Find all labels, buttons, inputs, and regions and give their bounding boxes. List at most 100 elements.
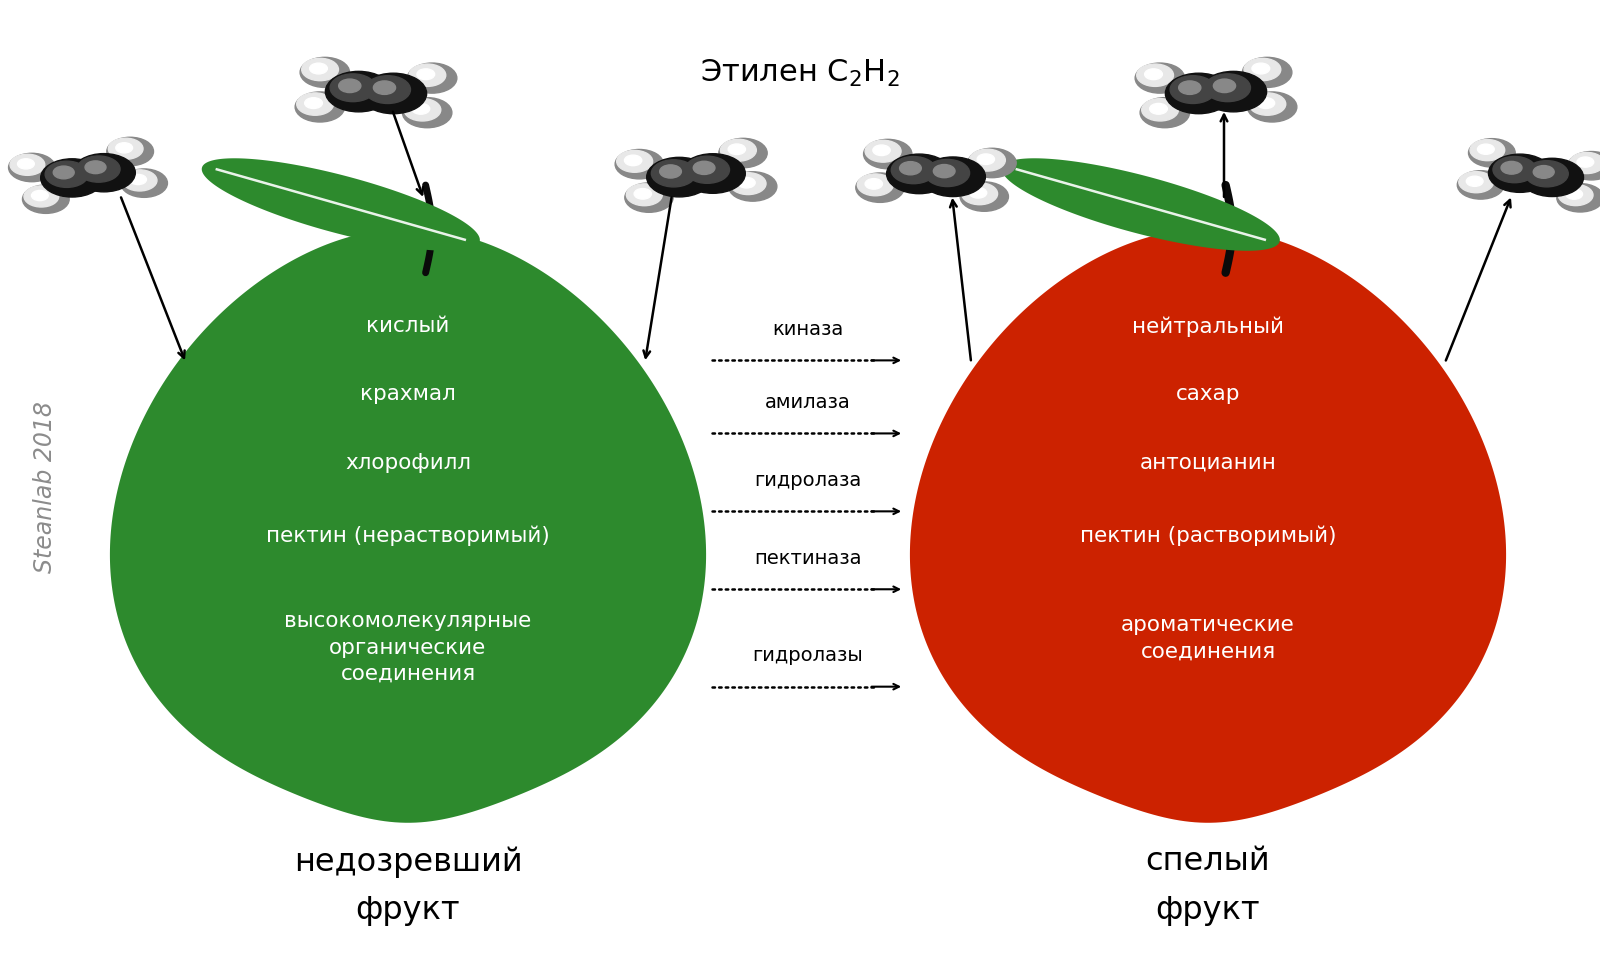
Circle shape bbox=[107, 137, 154, 166]
Circle shape bbox=[616, 150, 653, 172]
Circle shape bbox=[634, 189, 651, 199]
Text: фрукт: фрукт bbox=[1155, 895, 1261, 926]
Circle shape bbox=[866, 178, 883, 189]
Circle shape bbox=[970, 149, 1005, 171]
Circle shape bbox=[874, 145, 890, 156]
Circle shape bbox=[1251, 63, 1270, 74]
Circle shape bbox=[304, 97, 322, 108]
Circle shape bbox=[856, 173, 904, 203]
Text: антоцианин: антоцианин bbox=[1139, 453, 1277, 472]
Text: пектиназа: пектиназа bbox=[754, 548, 862, 568]
Circle shape bbox=[1466, 176, 1483, 186]
Circle shape bbox=[1566, 189, 1582, 200]
Circle shape bbox=[32, 191, 48, 201]
Polygon shape bbox=[202, 159, 480, 250]
Circle shape bbox=[296, 93, 333, 115]
Circle shape bbox=[693, 162, 715, 174]
Circle shape bbox=[970, 188, 987, 198]
Circle shape bbox=[651, 160, 696, 187]
Circle shape bbox=[408, 63, 458, 94]
Circle shape bbox=[962, 183, 997, 205]
Circle shape bbox=[360, 73, 427, 114]
Circle shape bbox=[1488, 154, 1552, 192]
Polygon shape bbox=[1002, 159, 1280, 250]
Text: крахмал: крахмал bbox=[360, 385, 456, 404]
Circle shape bbox=[720, 139, 757, 161]
Circle shape bbox=[728, 171, 778, 202]
Circle shape bbox=[1533, 166, 1554, 178]
Circle shape bbox=[310, 63, 328, 74]
Circle shape bbox=[1142, 98, 1179, 121]
Text: киназа: киназа bbox=[773, 319, 843, 339]
Circle shape bbox=[1134, 63, 1184, 94]
Circle shape bbox=[325, 71, 392, 112]
Circle shape bbox=[728, 144, 746, 155]
Circle shape bbox=[1136, 64, 1173, 87]
Circle shape bbox=[1469, 138, 1515, 168]
Circle shape bbox=[339, 79, 362, 93]
Circle shape bbox=[8, 153, 56, 182]
Circle shape bbox=[294, 92, 344, 122]
Circle shape bbox=[122, 169, 157, 191]
Circle shape bbox=[418, 69, 435, 80]
Circle shape bbox=[933, 165, 955, 177]
Circle shape bbox=[40, 159, 104, 197]
Circle shape bbox=[685, 156, 730, 183]
Circle shape bbox=[1557, 183, 1600, 212]
Circle shape bbox=[925, 160, 970, 187]
Polygon shape bbox=[910, 229, 1506, 823]
Text: пектин (растворимый): пектин (растворимый) bbox=[1080, 525, 1336, 546]
Circle shape bbox=[1213, 79, 1235, 93]
Text: Steanlab 2018: Steanlab 2018 bbox=[32, 401, 58, 573]
Text: фрукт: фрукт bbox=[355, 895, 461, 926]
Circle shape bbox=[1205, 74, 1251, 101]
Circle shape bbox=[920, 157, 986, 197]
Circle shape bbox=[1578, 157, 1594, 168]
Circle shape bbox=[960, 182, 1008, 211]
Text: ароматические
соединения: ароматические соединения bbox=[1122, 615, 1294, 661]
Circle shape bbox=[77, 156, 120, 182]
Circle shape bbox=[1248, 92, 1298, 122]
Circle shape bbox=[1501, 162, 1522, 174]
Circle shape bbox=[1458, 170, 1504, 199]
Circle shape bbox=[130, 174, 147, 185]
Text: пектин (нерастворимый): пектин (нерастворимый) bbox=[266, 525, 550, 546]
Text: недозревший: недозревший bbox=[294, 846, 522, 878]
Circle shape bbox=[1179, 81, 1202, 94]
Circle shape bbox=[115, 143, 133, 153]
Circle shape bbox=[301, 57, 349, 88]
Circle shape bbox=[302, 58, 339, 81]
Text: гидролаза: гидролаза bbox=[754, 470, 862, 490]
Text: спелый: спелый bbox=[1146, 846, 1270, 878]
Circle shape bbox=[680, 154, 746, 193]
Circle shape bbox=[646, 158, 712, 197]
Circle shape bbox=[330, 74, 376, 101]
Circle shape bbox=[730, 172, 766, 195]
Circle shape bbox=[1520, 159, 1584, 197]
Circle shape bbox=[1570, 152, 1600, 173]
Circle shape bbox=[624, 155, 642, 166]
Text: Этилен $\mathregular{C_2H_2}$: Этилен $\mathregular{C_2H_2}$ bbox=[701, 57, 899, 89]
Circle shape bbox=[1144, 69, 1162, 80]
Circle shape bbox=[968, 148, 1016, 177]
Text: амилаза: амилаза bbox=[765, 393, 851, 412]
Circle shape bbox=[626, 183, 674, 212]
Circle shape bbox=[1568, 152, 1600, 180]
Circle shape bbox=[1141, 97, 1189, 128]
Circle shape bbox=[1525, 161, 1568, 187]
Circle shape bbox=[45, 161, 88, 187]
Circle shape bbox=[1170, 76, 1216, 103]
Circle shape bbox=[718, 138, 766, 168]
Circle shape bbox=[1245, 58, 1280, 81]
Circle shape bbox=[72, 154, 136, 192]
Circle shape bbox=[1477, 144, 1494, 154]
Text: гидролазы: гидролазы bbox=[752, 646, 864, 665]
Circle shape bbox=[1150, 103, 1168, 114]
Text: сахар: сахар bbox=[1176, 385, 1240, 404]
Circle shape bbox=[85, 161, 106, 173]
Circle shape bbox=[10, 154, 45, 175]
Circle shape bbox=[120, 169, 168, 198]
Circle shape bbox=[866, 140, 901, 162]
Circle shape bbox=[373, 81, 395, 94]
Text: кислый: кислый bbox=[366, 317, 450, 336]
